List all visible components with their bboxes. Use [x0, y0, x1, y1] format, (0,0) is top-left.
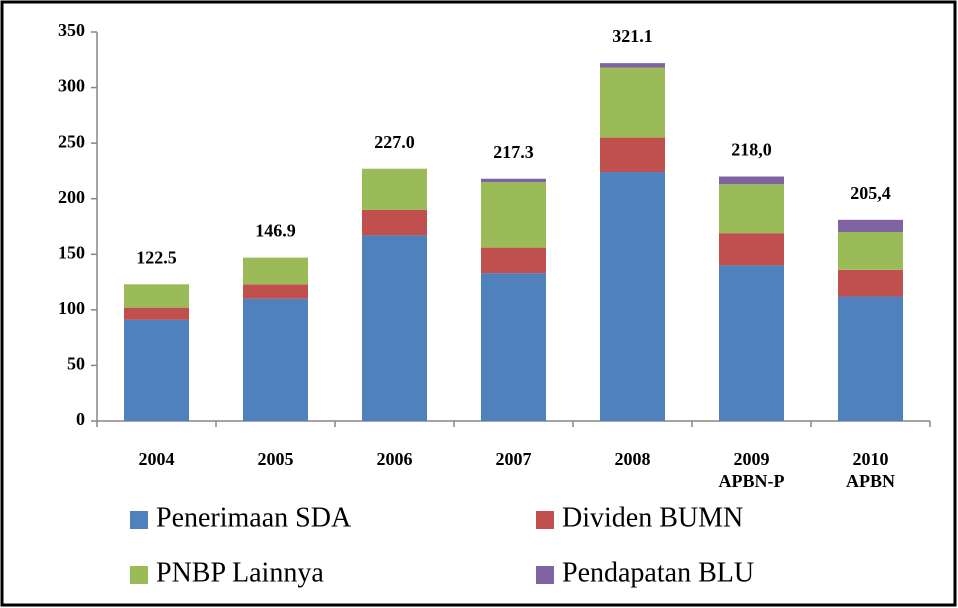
total-label: 205,4	[850, 183, 891, 203]
x-tick-label: 2004	[139, 449, 175, 469]
bar-segment	[362, 168, 427, 210]
x-tick-line: 2008	[615, 449, 651, 469]
total-label: 146.9	[255, 221, 296, 241]
y-tick-label: 100	[58, 298, 85, 318]
legend-swatch	[130, 566, 148, 584]
bar-segment	[362, 209, 427, 236]
bar-segment	[719, 265, 784, 421]
x-tick-line: 2004	[139, 449, 175, 469]
total-label: 321.1	[612, 26, 653, 46]
bar-segment	[719, 184, 784, 234]
y-tick-label: 50	[67, 354, 85, 374]
bar-segment	[719, 176, 784, 185]
x-tick-label: 2010 APBN	[846, 449, 895, 491]
x-tick-label: 2007	[496, 449, 532, 469]
y-tick-label: 250	[58, 131, 85, 151]
bar-segment	[838, 219, 903, 233]
legend-swatch	[536, 566, 554, 584]
bar-segment	[600, 137, 665, 173]
bar-segment	[243, 257, 308, 285]
bar-segment	[124, 284, 189, 308]
legend-label: PNBP Lainnya	[156, 557, 324, 588]
bar-segment	[600, 63, 665, 68]
bar-segment	[362, 235, 427, 421]
legend-label: Penerimaan SDA	[156, 502, 352, 533]
legend-swatch	[130, 511, 148, 529]
y-tick-label: 150	[58, 242, 85, 262]
x-tick-line: 2007	[496, 449, 532, 469]
x-tick-label: 2009 APBN-P	[719, 449, 785, 491]
legend-swatch	[536, 511, 554, 529]
bar-segment	[838, 269, 903, 297]
x-tick-line: APBN-P	[719, 471, 785, 491]
bar-segment	[600, 67, 665, 138]
x-tick-line: 2005	[258, 449, 294, 469]
bar-segment	[600, 172, 665, 421]
y-tick-label: 200	[58, 187, 85, 207]
total-label: 218,0	[731, 140, 772, 160]
bar-segment	[243, 284, 308, 299]
bar-segment	[243, 298, 308, 421]
total-label: 122.5	[136, 247, 177, 267]
total-label: 227.0	[374, 132, 415, 152]
x-tick-label: 2006	[377, 449, 413, 469]
x-tick-line: 2010	[853, 449, 889, 469]
y-tick-label: 350	[58, 20, 85, 40]
bar-segment	[124, 319, 189, 421]
x-tick-line: 2006	[377, 449, 413, 469]
x-tick-line: 2009	[734, 449, 770, 469]
bar-segment	[124, 307, 189, 320]
bar-segment	[481, 247, 546, 274]
x-tick-label: 2008	[615, 449, 651, 469]
legend-label: Pendapatan BLU	[562, 557, 754, 588]
legend-label: Dividen BUMN	[562, 502, 743, 533]
bar-segment	[838, 232, 903, 270]
total-label: 217.3	[493, 142, 534, 162]
bar-segment	[838, 296, 903, 421]
bar-segment	[481, 178, 546, 183]
bar-segment	[481, 182, 546, 248]
x-tick-label: 2005	[258, 449, 294, 469]
y-tick-label: 0	[76, 409, 85, 429]
bar-segment	[719, 233, 784, 266]
x-tick-line: APBN	[846, 471, 895, 491]
bar-segment	[481, 273, 546, 421]
y-tick-label: 300	[58, 76, 85, 96]
